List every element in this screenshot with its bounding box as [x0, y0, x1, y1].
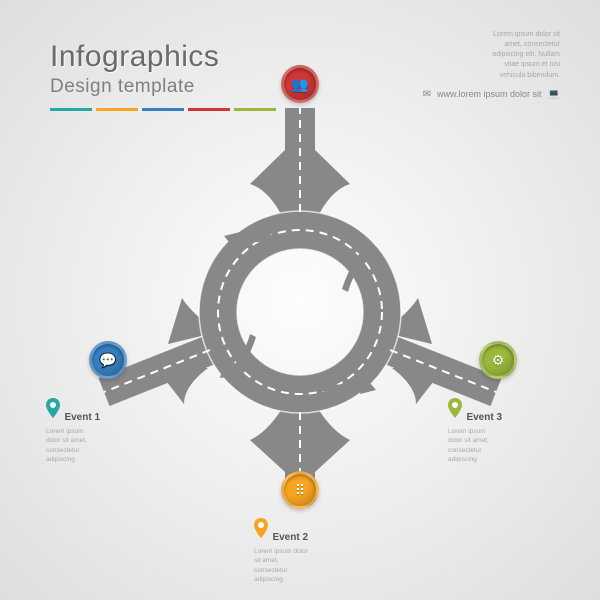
pin-icon [46, 398, 60, 418]
node-bottom[interactable]: ⠿ [281, 471, 319, 509]
tr-line: adipiscing elit. Nullam [370, 50, 560, 60]
event-1: Event 1 Lorem ipsumdolor sit amet,consec… [46, 398, 176, 465]
gear-icon: ⚙ [492, 352, 505, 369]
node-top[interactable]: 👥 [281, 65, 319, 103]
node-right[interactable]: ⚙ [479, 341, 517, 379]
event-2: Event 2 Lorem ipsum dolorsit amet,consec… [254, 518, 384, 585]
top-right-block: Lorem ipsum dolor sit amet, consectetur … [370, 30, 560, 100]
node-left[interactable]: 💬 [89, 341, 127, 379]
options-icon: ⠿ [295, 482, 305, 499]
tr-line: Lorem ipsum dolor sit [370, 30, 560, 40]
tr-line: vitae ipsum et nisi [370, 60, 560, 70]
event-text: Lorem ipsumdolor sit amet,consecteturadi… [46, 427, 176, 465]
page-title: Infographics [50, 40, 276, 74]
event-text: Lorem ipsum dolorsit amet,consecteturadi… [254, 547, 384, 585]
event-title: Event 1 [64, 412, 100, 423]
pin-icon [448, 398, 462, 418]
tr-line: amet, consectetur [370, 40, 560, 50]
event-3: Event 3 Lorem ipsumdolor sit amet,consec… [448, 398, 578, 465]
roundabout-diagram [80, 92, 520, 532]
event-text: Lorem ipsumdolor sit amet,consecteturadi… [448, 427, 578, 465]
event-title: Event 2 [272, 532, 308, 543]
pin-icon [254, 518, 268, 538]
chat-icon: 💬 [99, 352, 116, 369]
event-title: Event 3 [466, 412, 502, 423]
laptop-icon: 💻 [548, 89, 560, 100]
tr-line: vehicula bibendum. [370, 71, 560, 81]
people-icon: 👥 [291, 76, 308, 93]
